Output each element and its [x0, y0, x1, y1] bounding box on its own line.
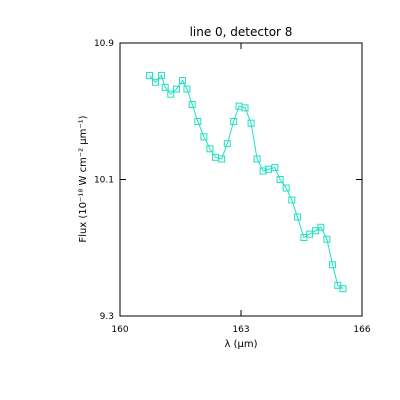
data-point [218, 155, 226, 163]
data-point [230, 117, 238, 125]
data-point [339, 285, 347, 293]
data-point [206, 145, 214, 153]
plot-frame [119, 42, 363, 317]
x-tick-label: 166 [353, 325, 370, 335]
data-point [282, 184, 290, 192]
x-ticks: 160 163 166 [111, 43, 371, 335]
data-point [241, 104, 249, 112]
data-point [259, 167, 267, 175]
data-point [247, 119, 255, 127]
y-axis-label: Flux (10⁻¹⁸ W cm⁻² μm⁻¹) [78, 115, 89, 242]
data-point [194, 117, 202, 125]
data-point [317, 223, 325, 231]
y-tick-label: 10.1 [94, 176, 114, 186]
data-point [276, 176, 284, 183]
series-line [149, 74, 344, 290]
data-point [329, 261, 337, 269]
x-axis-label: λ (μm) [224, 339, 257, 350]
chart-title: line 0, detector 8 [190, 25, 293, 39]
y-tick-label: 10.9 [94, 39, 114, 49]
x-tick-label: 163 [232, 325, 249, 335]
data-point [288, 196, 296, 204]
y-ticks: 9.3 10.1 10.9 [94, 39, 362, 322]
data-point [183, 85, 191, 93]
data-point [167, 90, 175, 98]
data-point [158, 71, 166, 79]
data-point [293, 213, 301, 221]
series-layer [145, 71, 347, 293]
y-tick-label: 9.3 [100, 312, 114, 322]
data-point [161, 83, 169, 91]
data-point [271, 164, 279, 172]
data-point [145, 71, 153, 79]
data-point [253, 155, 261, 163]
data-point [223, 140, 231, 148]
x-tick-label: 160 [111, 325, 128, 335]
data-point [200, 133, 208, 141]
data-point [151, 78, 159, 86]
data-point [179, 77, 187, 85]
data-point [188, 100, 196, 108]
data-point [323, 235, 331, 243]
data-point [172, 85, 180, 93]
